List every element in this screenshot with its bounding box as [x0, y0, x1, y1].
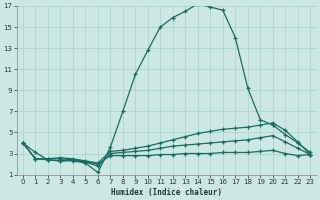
X-axis label: Humidex (Indice chaleur): Humidex (Indice chaleur) — [111, 188, 222, 197]
